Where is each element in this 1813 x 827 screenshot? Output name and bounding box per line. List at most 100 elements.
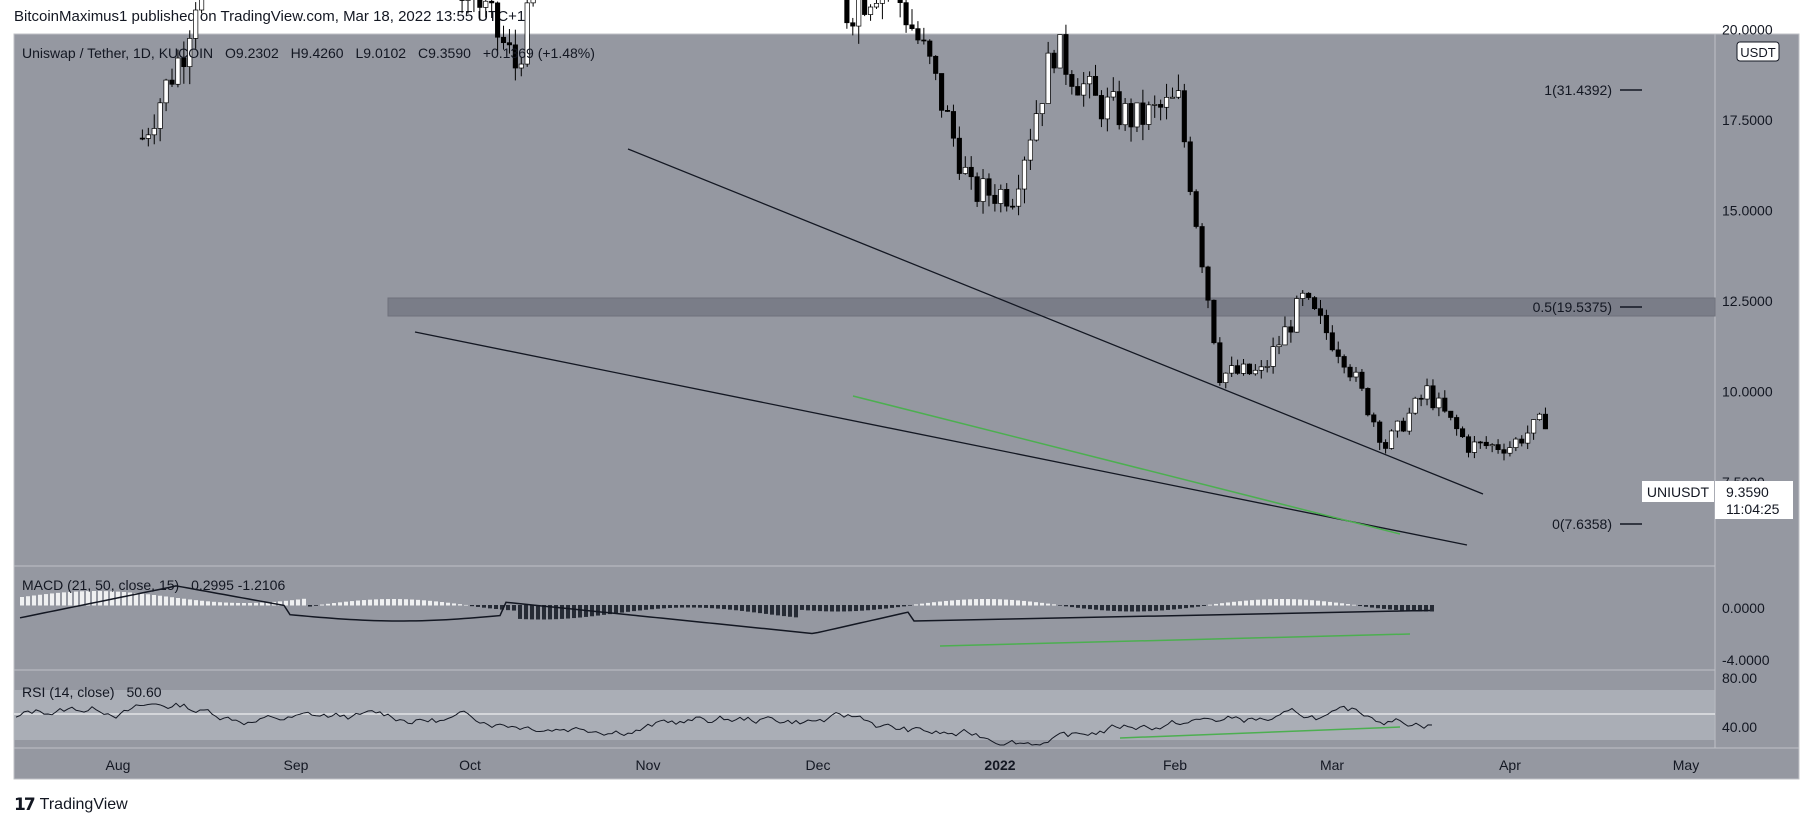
macd-bar: [872, 605, 876, 610]
macd-pane[interactable]: [13, 565, 1716, 671]
legend-low: L9.0102: [355, 45, 406, 61]
candle: [1525, 432, 1531, 444]
currency-label: USDT: [1740, 45, 1775, 60]
macd-bar: [1322, 601, 1326, 606]
candle: [944, 110, 951, 112]
candle: [1169, 96, 1176, 99]
candle: [1400, 420, 1406, 432]
currency-badge[interactable]: [1736, 41, 1780, 62]
tradingview-logo[interactable]: 𝟭𝟳 TradingView: [14, 795, 128, 815]
macd-bar: [464, 604, 468, 606]
macd-bar: [722, 605, 726, 610]
rsi-divergence-line: [1119, 726, 1401, 739]
macd-bar: [764, 605, 768, 614]
candle: [1252, 369, 1258, 375]
macd-bar: [170, 597, 174, 606]
candle: [1193, 191, 1199, 227]
macd-bar: [914, 604, 918, 606]
macd-bar: [356, 600, 360, 606]
macd-bar: [698, 605, 702, 608]
macd-bar: [1100, 605, 1104, 611]
macd-bar: [782, 605, 786, 617]
candle: [1359, 371, 1365, 389]
price-tick: 17.5000: [1722, 112, 1773, 128]
last-price-countdown: 11:04:25: [1726, 501, 1780, 517]
macd-bar: [158, 595, 162, 606]
rsi-tick-0: 80.00: [1722, 670, 1757, 686]
macd-bar: [950, 600, 954, 606]
candle: [1134, 102, 1140, 128]
macd-bar: [392, 599, 396, 606]
candle: [968, 166, 974, 178]
macd-bar: [332, 603, 336, 606]
candle: [495, 2, 501, 38]
legend-close: C9.3590: [418, 45, 471, 61]
macd-bar: [200, 600, 204, 606]
candle: [1092, 76, 1099, 96]
candle: [1045, 52, 1051, 104]
macd-bar: [842, 605, 846, 612]
candle: [962, 166, 968, 174]
macd-bar: [902, 605, 906, 607]
macd-bar: [1166, 605, 1170, 610]
macd-bar: [296, 599, 300, 606]
macd-bar: [1286, 599, 1290, 606]
candle: [465, 0, 471, 1]
macd-bar: [428, 600, 432, 606]
macd-bar: [1400, 605, 1404, 611]
last-price-symbol-tag: [1642, 481, 1714, 502]
candle: [1010, 205, 1016, 208]
price-tick: 12.5000: [1722, 293, 1773, 309]
macd-bar: [800, 605, 804, 610]
candle: [530, 0, 536, 4]
macd-bar: [266, 602, 270, 606]
macd-bar: [20, 597, 24, 606]
macd-bar: [686, 605, 690, 608]
candle: [927, 40, 933, 57]
macd-bar: [1232, 601, 1236, 606]
candle: [1531, 419, 1537, 434]
macd-bar: [1010, 599, 1014, 606]
candle: [1282, 326, 1288, 346]
macd-bar: [1070, 605, 1074, 608]
macd-bar: [1430, 605, 1434, 612]
macd-bar: [554, 605, 558, 620]
candle: [199, 0, 205, 11]
macd-bar: [710, 605, 714, 609]
time-axis[interactable]: [13, 747, 1800, 780]
macd-bar: [896, 605, 900, 608]
macd-bar: [656, 605, 660, 609]
macd-bar: [302, 598, 306, 606]
price-tick: 15.0000: [1722, 203, 1773, 219]
legend-symbol: Uniswap / Tether, 1D, KUCOIN: [22, 45, 213, 61]
macd-bar: [920, 603, 924, 606]
price-tick: 10.0000: [1722, 384, 1773, 400]
candle: [1388, 430, 1395, 449]
time-tick: Nov: [636, 757, 661, 773]
candle: [921, 39, 927, 42]
candle: [1448, 410, 1454, 418]
candle: [1021, 159, 1028, 190]
last-price-tag: [1715, 481, 1793, 519]
macd-bar: [560, 605, 564, 619]
macd-bar: [1076, 605, 1080, 608]
macd-bar: [680, 605, 684, 608]
macd-bar: [1124, 605, 1128, 612]
candle: [1430, 385, 1436, 409]
macd-bar: [32, 595, 36, 606]
candle: [1383, 442, 1389, 449]
macd-bar: [1208, 604, 1212, 606]
candle: [157, 102, 163, 129]
symbol-legend: Uniswap / Tether, 1D, KUCOIN O9.2302 H9.…: [22, 45, 595, 61]
candle: [873, 3, 880, 8]
macd-bar: [404, 599, 408, 606]
macd-bar: [932, 602, 936, 606]
candle: [844, 0, 850, 24]
candle: [459, 0, 465, 1]
candle: [868, 6, 874, 15]
macd-bar: [530, 605, 534, 620]
macd-bar: [1046, 603, 1050, 606]
candle: [879, 0, 885, 4]
price-axis[interactable]: [1714, 33, 1800, 749]
